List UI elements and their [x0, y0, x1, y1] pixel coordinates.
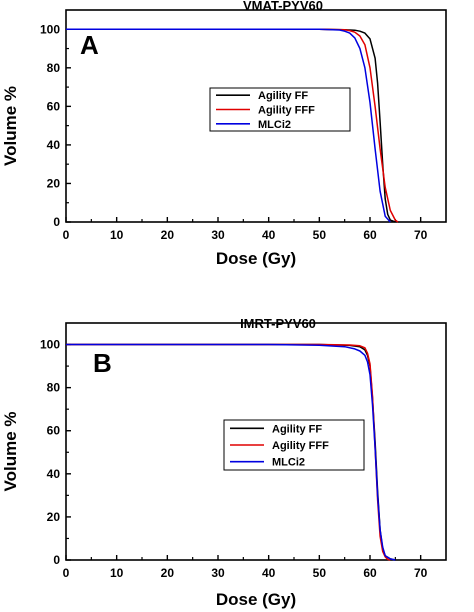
legend: Agility FF Agility FFF MLCi2	[209, 87, 351, 132]
x-tick-label: 70	[414, 566, 428, 580]
y-tick-label: 0	[53, 215, 60, 229]
legend: Agility FF Agility FFF MLCi2	[223, 419, 365, 471]
panel-letter: B	[93, 348, 112, 378]
series-line-mlci2	[66, 343, 396, 561]
legend-label: Agility FFF	[258, 105, 315, 117]
x-tick-label: 10	[110, 228, 124, 242]
x-tick-label: 20	[161, 566, 175, 580]
legend-label: Agility FF	[258, 90, 308, 102]
panel-letter: A	[80, 30, 99, 60]
x-tick-label: 60	[363, 228, 377, 242]
legend-label: Agility FFF	[272, 440, 329, 452]
chart-panel-b: IMRT-PYV60 B 0 10 20 30 40 50 60 70 0 20 40 60 80 100 Do…	[1, 316, 447, 609]
x-axis-label: Dose (Gy)	[216, 249, 296, 268]
x-tick-label: 50	[313, 566, 327, 580]
y-tick-label: 80	[47, 381, 61, 395]
y-tick-label: 60	[47, 424, 61, 438]
y-tick-label: 40	[47, 138, 61, 152]
x-tick-label: 70	[414, 228, 428, 242]
series-line-mlci2	[66, 28, 391, 223]
x-tick-label: 60	[363, 566, 377, 580]
x-tick-label: 30	[211, 566, 225, 580]
x-tick-label: 30	[211, 228, 225, 242]
y-tick-label: 60	[47, 99, 61, 113]
legend-label: MLCi2	[272, 457, 305, 469]
x-tick-label: 40	[262, 228, 276, 242]
y-axis-label: Volume %	[1, 86, 20, 166]
x-tick-label: 0	[63, 228, 70, 242]
y-tick-label: 80	[47, 61, 61, 75]
plot-frame	[65, 9, 447, 223]
plot-frame	[65, 322, 447, 561]
y-tick-label: 0	[53, 553, 60, 567]
series-line-agility-fff	[66, 28, 399, 223]
legend-label: MLCi2	[258, 119, 291, 131]
x-tick-label: 40	[262, 566, 276, 580]
y-tick-label: 100	[40, 338, 60, 352]
y-axis-label: Volume %	[1, 412, 20, 492]
x-tick-label: 20	[161, 228, 175, 242]
y-tick-label: 20	[47, 176, 61, 190]
x-axis-label: Dose (Gy)	[216, 590, 296, 609]
legend-label: Agility FF	[272, 423, 322, 435]
chart-title: IMRT-PYV60	[240, 316, 316, 331]
y-tick-label: 100	[40, 22, 60, 36]
x-tick-label: 10	[110, 566, 124, 580]
y-tick-label: 20	[47, 510, 61, 524]
chart-title: VMAT-PYV60	[243, 0, 323, 13]
x-tick-label: 50	[313, 228, 327, 242]
y-tick-label: 40	[47, 467, 61, 481]
chart-panel-a: VMAT-PYV60 A 0 10 20 30 40 50 60 70 0 20 40 60 80 100 Do…	[1, 0, 447, 268]
x-tick-label: 0	[63, 566, 70, 580]
